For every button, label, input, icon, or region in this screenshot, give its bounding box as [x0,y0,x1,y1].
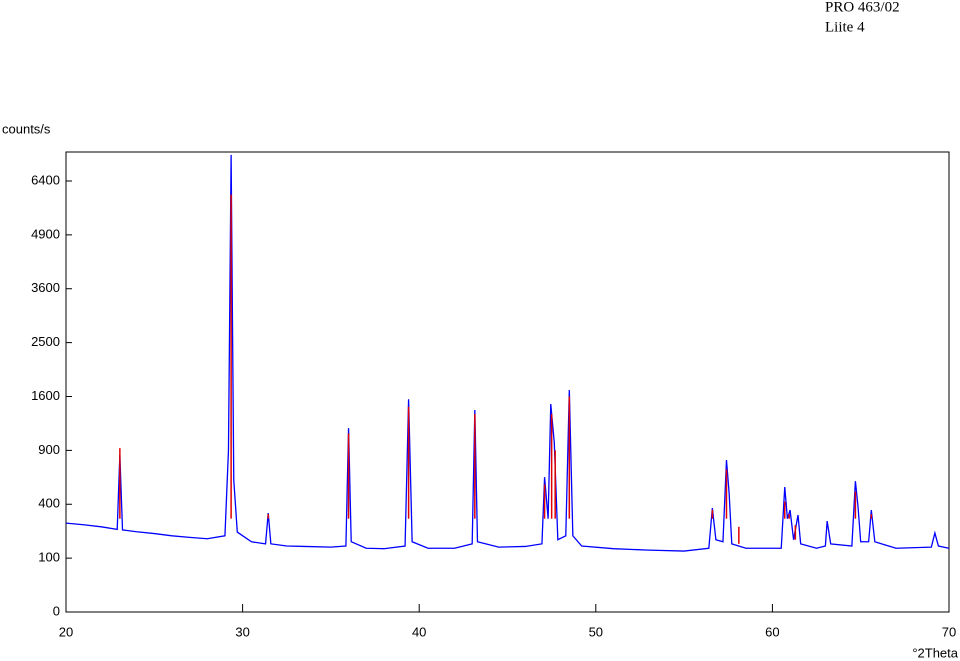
y-tick-label: 0 [53,603,60,618]
y-tick-label: 4900 [31,226,60,241]
y-tick-label: 100 [38,550,60,565]
x-tick-label: 70 [942,624,956,639]
plot-frame [65,151,950,613]
x-tick-label: 50 [589,624,603,639]
x-tick-label: 20 [59,624,73,639]
y-tick-label: 400 [38,496,60,511]
y-tick-label: 6400 [31,172,60,187]
x-axis-label: °2Theta [912,645,958,660]
x-tick-label: 40 [412,624,426,639]
report-note: Liite 4 [825,19,865,35]
y-tick-label: 1600 [31,388,60,403]
x-tick-label: 30 [235,624,249,639]
measured-trace [65,154,950,552]
y-tick-label: 3600 [31,280,60,295]
y-axis-label: counts/s [2,121,51,136]
y-tick-label: 2500 [31,334,60,349]
x-tick-label: 60 [765,624,779,639]
report-code: PRO 463/02 [825,0,900,15]
y-tick-label: 900 [38,442,60,457]
